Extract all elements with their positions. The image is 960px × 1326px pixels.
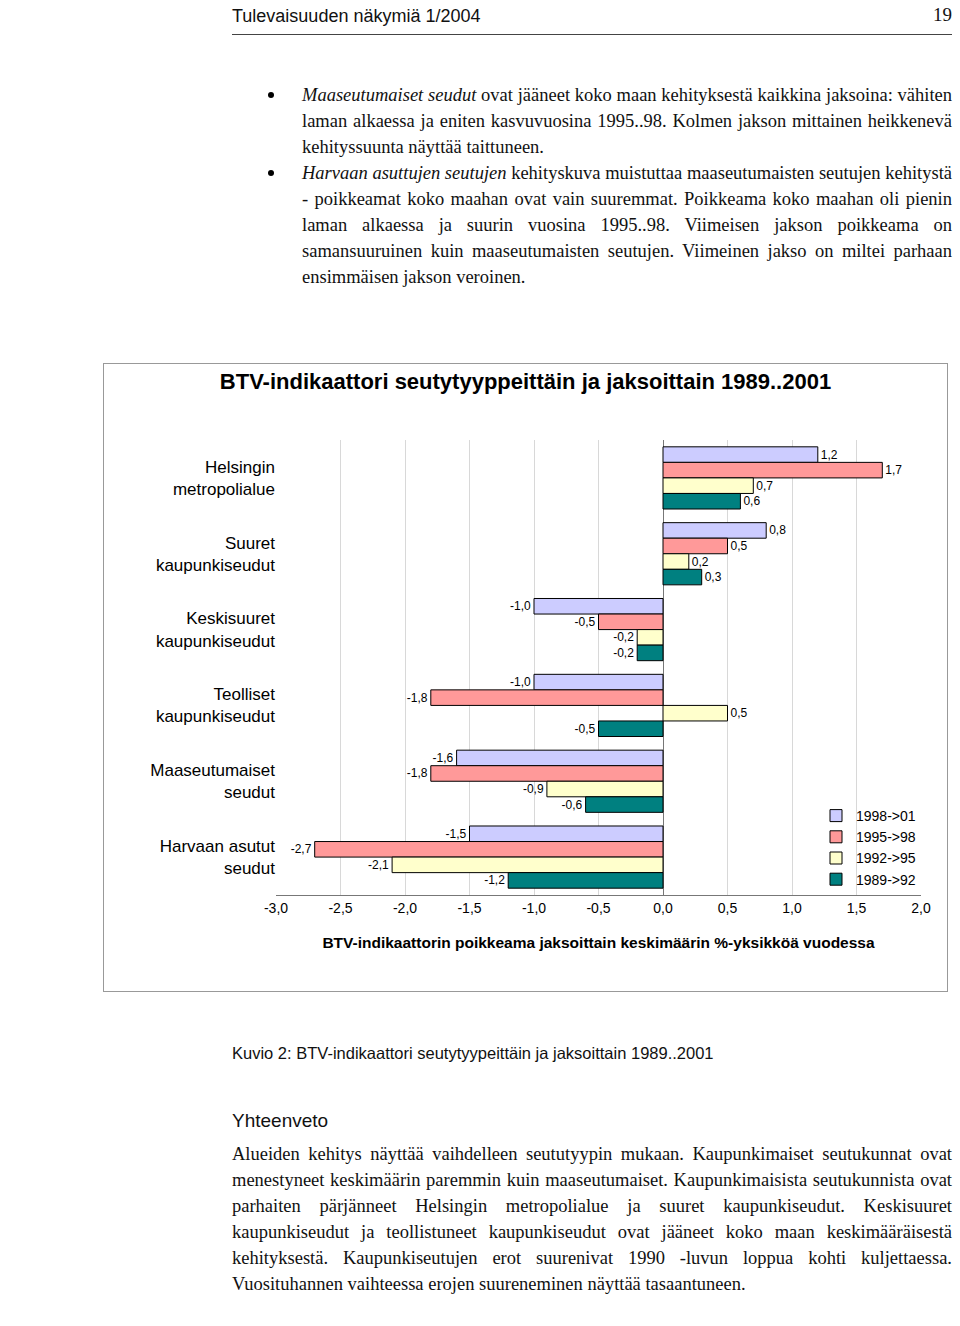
svg-text:BTV-indikaattori seutytyyppeit: BTV-indikaattori seutytyyppeittäin ja ja… — [220, 369, 831, 394]
svg-text:Keskisuuretkaupunkiseudut: Keskisuuretkaupunkiseudut — [156, 609, 275, 650]
svg-text:Helsinginmetropolialue: Helsinginmetropolialue — [173, 458, 275, 499]
svg-text:1,0: 1,0 — [782, 900, 802, 916]
svg-text:-0,6: -0,6 — [562, 798, 583, 812]
svg-text:-0,2: -0,2 — [613, 630, 634, 644]
svg-text:1992->95: 1992->95 — [856, 850, 916, 866]
html-text:Alueiden kehitys näyttää vaihd: Alueiden kehitys näyttää vaihdelleen seu… — [232, 1144, 952, 1294]
svg-text:1989->92: 1989->92 — [856, 872, 916, 888]
svg-text:BTV-indikaattorin poikkeama ja: BTV-indikaattorin poikkeama jaksoittain … — [322, 934, 875, 951]
svg-text:-0,9: -0,9 — [523, 782, 544, 796]
svg-text:-0,2: -0,2 — [613, 646, 634, 660]
html-text:Harvaan asuttujen seutujen keh: Harvaan asuttujen seutujen kehityskuva m… — [302, 163, 952, 287]
svg-text:2,0: 2,0 — [911, 900, 931, 916]
svg-text:-1,8: -1,8 — [407, 766, 428, 780]
svg-text:-2,1: -2,1 — [368, 858, 389, 872]
html-text:Tulevaisuuden näkymiä 1/2004: Tulevaisuuden näkymiä 1/2004 — [232, 6, 481, 26]
svg-text:0,5: 0,5 — [718, 900, 738, 916]
svg-text:-2,7: -2,7 — [291, 842, 312, 856]
svg-text:-1,5: -1,5 — [457, 900, 481, 916]
svg-text:-2,0: -2,0 — [393, 900, 417, 916]
html-text:Yhteenveto: Yhteenveto — [232, 1110, 329, 1131]
html-text:Kuvio 2: BTV-indikaattori seut: Kuvio 2: BTV-indikaattori seutytyypeittä… — [232, 1044, 714, 1062]
svg-text:0,8: 0,8 — [769, 523, 786, 537]
svg-text:-1,8: -1,8 — [407, 691, 428, 705]
svg-text:Suuretkaupunkiseudut: Suuretkaupunkiseudut — [156, 534, 275, 575]
svg-text:1,7: 1,7 — [885, 463, 902, 477]
svg-text:1998->01: 1998->01 — [856, 808, 916, 824]
svg-text:-0,5: -0,5 — [574, 615, 595, 629]
svg-text:-3,0: -3,0 — [264, 900, 288, 916]
html-text:Maaseutumaiset seudut ovat jää: Maaseutumaiset seudut ovat jääneet koko … — [302, 85, 952, 157]
svg-text:1,2: 1,2 — [821, 448, 838, 462]
svg-text:Maaseutumaisetseudut: Maaseutumaisetseudut — [150, 761, 275, 802]
svg-text:-1,0: -1,0 — [522, 900, 546, 916]
svg-text:1995->98: 1995->98 — [856, 829, 916, 845]
svg-text:-2,5: -2,5 — [328, 900, 352, 916]
svg-text:Teollisetkaupunkiseudut: Teollisetkaupunkiseudut — [156, 685, 275, 726]
svg-text:0,2: 0,2 — [692, 555, 709, 569]
svg-text:0,0: 0,0 — [653, 900, 673, 916]
html-text:19: 19 — [933, 4, 952, 25]
svg-text:-1,2: -1,2 — [484, 873, 505, 887]
svg-text:0,5: 0,5 — [731, 706, 748, 720]
svg-text:-0,5: -0,5 — [586, 900, 610, 916]
svg-text:0,7: 0,7 — [756, 479, 773, 493]
svg-text:-1,0: -1,0 — [510, 599, 531, 613]
svg-text:-1,0: -1,0 — [510, 675, 531, 689]
svg-text:0,6: 0,6 — [743, 494, 760, 508]
svg-text:0,5: 0,5 — [731, 539, 748, 553]
svg-text:0,3: 0,3 — [705, 570, 722, 584]
svg-text:Harvaan asututseudut: Harvaan asututseudut — [160, 837, 276, 878]
svg-text:-1,5: -1,5 — [445, 827, 466, 841]
svg-text:1,5: 1,5 — [847, 900, 867, 916]
svg-text:-0,5: -0,5 — [574, 722, 595, 736]
svg-text:-1,6: -1,6 — [433, 751, 454, 765]
